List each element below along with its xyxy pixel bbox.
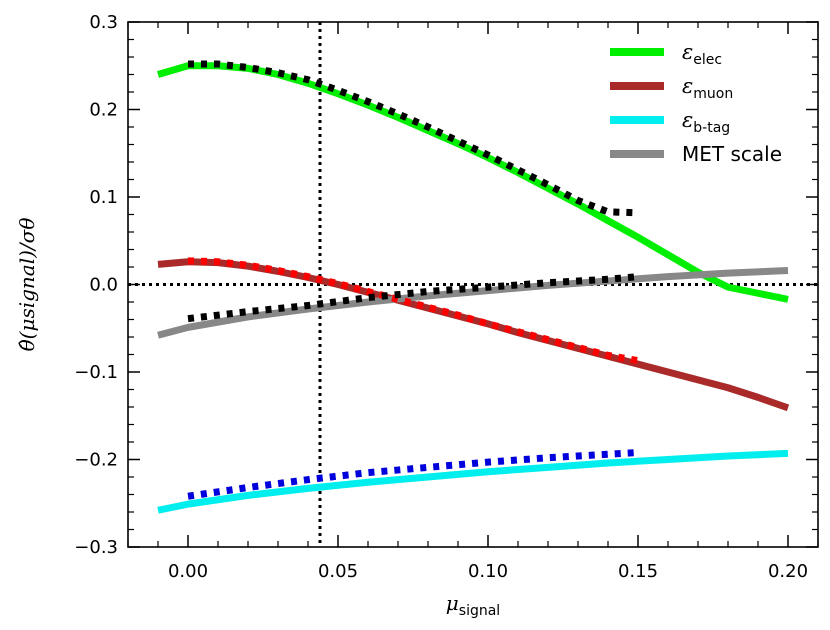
x-axis-label-main: μ (446, 591, 459, 615)
x-axis-label-sub: signal (459, 603, 500, 619)
x-tick-label: 0.20 (768, 561, 808, 582)
y-tick-label: 0.3 (89, 12, 118, 33)
y-tick-label: −0.2 (74, 450, 118, 471)
legend-label-symbol: ε (682, 108, 693, 132)
y-tick-label: 0.0 (89, 275, 118, 296)
y-tick-label: −0.3 (74, 537, 118, 558)
axis-labels: μsignal θ̂(μsignal)/σθ (15, 218, 500, 619)
x-tick-label: 0.00 (168, 561, 208, 582)
met-scale-line (157, 267, 789, 339)
x-tick-label: 0.05 (318, 561, 358, 582)
legend-label: εb-tag (682, 108, 730, 136)
dotted-series-line-3 (187, 449, 639, 500)
legend-label-sub: muon (693, 86, 733, 102)
axis-ticks: 0.00 0.05 0.10 0.15 0.20 −0.3 −0.2 −0.1 0.0 0.1 0.… (74, 12, 819, 582)
legend-label-symbol: ε (682, 40, 693, 64)
dotted-series-line-1 (188, 60, 639, 217)
legend-label-symbol: ε (682, 74, 693, 98)
epsilon-b-tag-line (157, 449, 789, 514)
legend-label-sub: b-tag (693, 120, 730, 136)
legend-label: MET scale (682, 142, 782, 166)
dotted-series-lines (187, 60, 639, 500)
x-axis-label: μsignal (446, 591, 500, 619)
dotted-series-line-4 (187, 273, 639, 323)
x-tick-label: 0.15 (618, 561, 658, 582)
legend-label-sub: elec (693, 52, 722, 68)
legend-label: εmuon (682, 74, 733, 102)
y-tick-label: 0.2 (89, 100, 118, 121)
y-tick-label: −0.1 (74, 362, 118, 383)
reference-lines (128, 22, 818, 547)
y-tick-label: 0.1 (89, 187, 118, 208)
x-tick-label: 0.10 (468, 561, 508, 582)
legend-label: εelec (682, 40, 722, 68)
y-axis-label: θ̂(μsignal)/σθ (15, 218, 39, 352)
